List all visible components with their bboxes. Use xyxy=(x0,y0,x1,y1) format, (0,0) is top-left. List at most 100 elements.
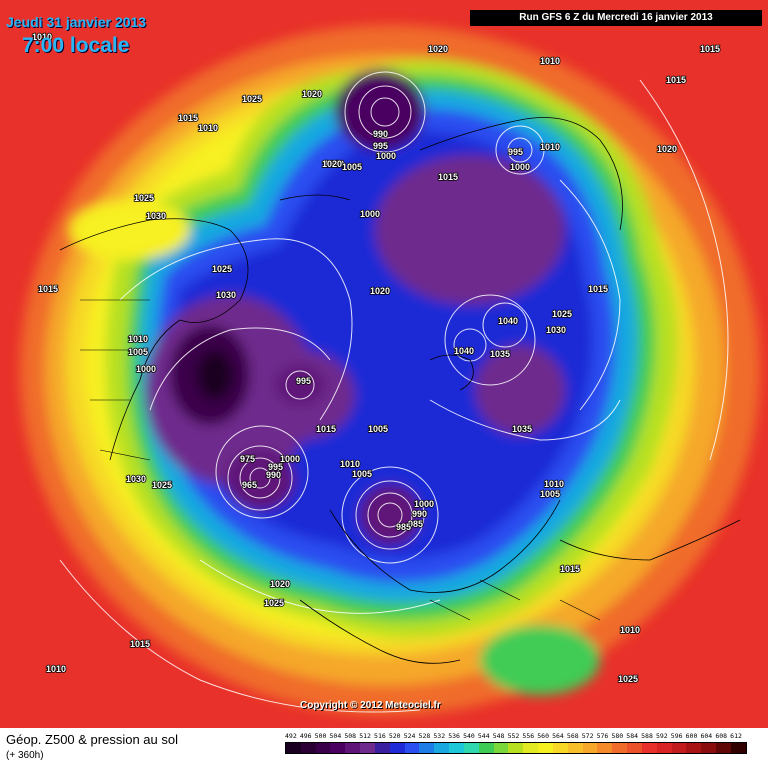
isobar-label: 1010 xyxy=(128,334,148,344)
isobar-label: 1020 xyxy=(270,579,290,589)
isobar-label: 1020 xyxy=(370,286,390,296)
scale-swatch xyxy=(300,743,316,753)
isobar-label: 1010 xyxy=(540,56,560,66)
scale-swatch xyxy=(389,743,405,753)
scale-swatch xyxy=(701,743,717,753)
scale-label: 508 xyxy=(344,732,357,740)
scale-label: 588 xyxy=(641,732,653,740)
isobar-label: 1015 xyxy=(438,172,458,182)
isobar-label: 1015 xyxy=(666,75,686,85)
isobar-label: 985 xyxy=(408,519,423,529)
scale-swatch xyxy=(374,743,390,753)
color-scale-labels: 492 496 500 504 508 512 516 520 524 528 532 536 540 5… xyxy=(285,732,745,742)
scale-swatch xyxy=(612,743,628,753)
isobar-label: 1010 xyxy=(32,32,52,42)
isobar-label: 1015 xyxy=(560,564,580,574)
forecast-time: 7:00 locale xyxy=(22,34,130,57)
scale-swatch xyxy=(478,743,494,753)
isobar-label: 1000 xyxy=(510,162,530,172)
isobar-label: 1015 xyxy=(588,284,608,294)
scale-label: 560 xyxy=(537,732,549,740)
isobar-label: 990 xyxy=(412,509,427,519)
scale-label: 528 xyxy=(418,732,431,740)
isobar-label: 1005 xyxy=(342,162,362,172)
isobar-label: 1030 xyxy=(546,325,566,335)
isobar-label: 1015 xyxy=(130,639,150,649)
scale-label: 584 xyxy=(626,732,639,740)
isobar-label: 995 xyxy=(373,141,388,151)
scale-swatch xyxy=(686,743,702,753)
scale-label: 576 xyxy=(596,732,609,740)
isobar-label: 1005 xyxy=(128,347,148,357)
scale-label: 532 xyxy=(433,732,446,740)
isobar-label: 985 xyxy=(396,522,411,532)
isobar-lines xyxy=(59,71,729,713)
scale-label: 540 xyxy=(463,732,475,740)
isobar-label: 1000 xyxy=(280,454,300,464)
isobar-label: 1005 xyxy=(368,424,388,434)
forecast-date: Jeudi 31 janvier 2013 xyxy=(6,14,147,30)
scale-swatch xyxy=(597,743,613,753)
isobar-label: 995 xyxy=(508,147,523,157)
isobar-label: 1015 xyxy=(178,113,198,123)
isobar-label: 1020 xyxy=(657,144,677,154)
isobar-label: 1010 xyxy=(46,664,66,674)
scale-swatch xyxy=(627,743,642,753)
model-run-info: Run GFS 6 Z du Mercredi 16 janvier 2013 xyxy=(470,10,762,26)
scale-label: 592 xyxy=(655,732,668,740)
scale-label: 536 xyxy=(448,732,460,740)
scale-label: 544 xyxy=(477,732,490,740)
scale-label: 572 xyxy=(581,732,594,740)
isobar-label: 1020 xyxy=(302,89,322,99)
scale-swatch xyxy=(671,743,687,753)
scale-label: 600 xyxy=(685,732,698,740)
scale-label: 608 xyxy=(715,732,728,740)
isobar-label: 1015 xyxy=(700,44,720,54)
scale-label: 512 xyxy=(359,732,371,740)
scale-swatch xyxy=(493,743,509,753)
scale-swatch xyxy=(449,743,464,753)
scale-swatch xyxy=(656,743,672,753)
isobar-label: 1025 xyxy=(618,674,638,684)
scale-label: 596 xyxy=(670,732,683,740)
isobar-label: 1005 xyxy=(540,489,560,499)
forecast-range: (+ 360h) xyxy=(6,750,44,761)
copyright-text: Copyright © 2012 Meteociel.fr xyxy=(300,700,441,711)
scale-label: 500 xyxy=(314,732,327,740)
isobar-label: 1015 xyxy=(316,424,336,434)
scale-swatch xyxy=(552,743,568,753)
isobar-label: 990 xyxy=(266,470,281,480)
isobar-label: 1025 xyxy=(134,193,154,203)
isobar-label: 1025 xyxy=(212,264,232,274)
scale-swatch xyxy=(716,743,731,753)
isobar-label: 995 xyxy=(296,376,311,386)
isobar-label: 1010 xyxy=(340,459,360,469)
scale-swatch xyxy=(582,743,598,753)
weather-map: 1010 1015 1020 1010 1015 1025 1020 1015 1010 990 9… xyxy=(6,10,762,715)
isobar-label: 1005 xyxy=(352,469,372,479)
isobar-label: 1010 xyxy=(198,123,218,133)
isobar-label: 1025 xyxy=(552,309,572,319)
isobar-label: 965 xyxy=(242,480,257,490)
scale-swatch xyxy=(508,743,524,753)
scale-swatch xyxy=(463,743,479,753)
scale-swatch xyxy=(286,743,301,753)
field-title: Géop. Z500 & pression au sol xyxy=(6,732,178,747)
color-scale-bar xyxy=(285,742,747,754)
scale-label: 496 xyxy=(299,732,312,740)
isobar-label: 1000 xyxy=(414,499,434,509)
scale-swatch xyxy=(730,743,746,753)
scale-swatch xyxy=(538,743,553,753)
scale-label: 604 xyxy=(700,732,713,740)
scale-label: 516 xyxy=(374,732,386,740)
isobar-label: 990 xyxy=(373,129,388,139)
scale-swatch xyxy=(345,743,361,753)
scale-label: 552 xyxy=(507,732,520,740)
isobar-label: 1010 xyxy=(620,625,640,635)
isobar-label: 1000 xyxy=(376,151,396,161)
scale-label: 524 xyxy=(403,732,416,740)
scale-label: 564 xyxy=(552,732,564,740)
isobar-label: 1010 xyxy=(544,479,564,489)
scale-swatch xyxy=(404,743,420,753)
